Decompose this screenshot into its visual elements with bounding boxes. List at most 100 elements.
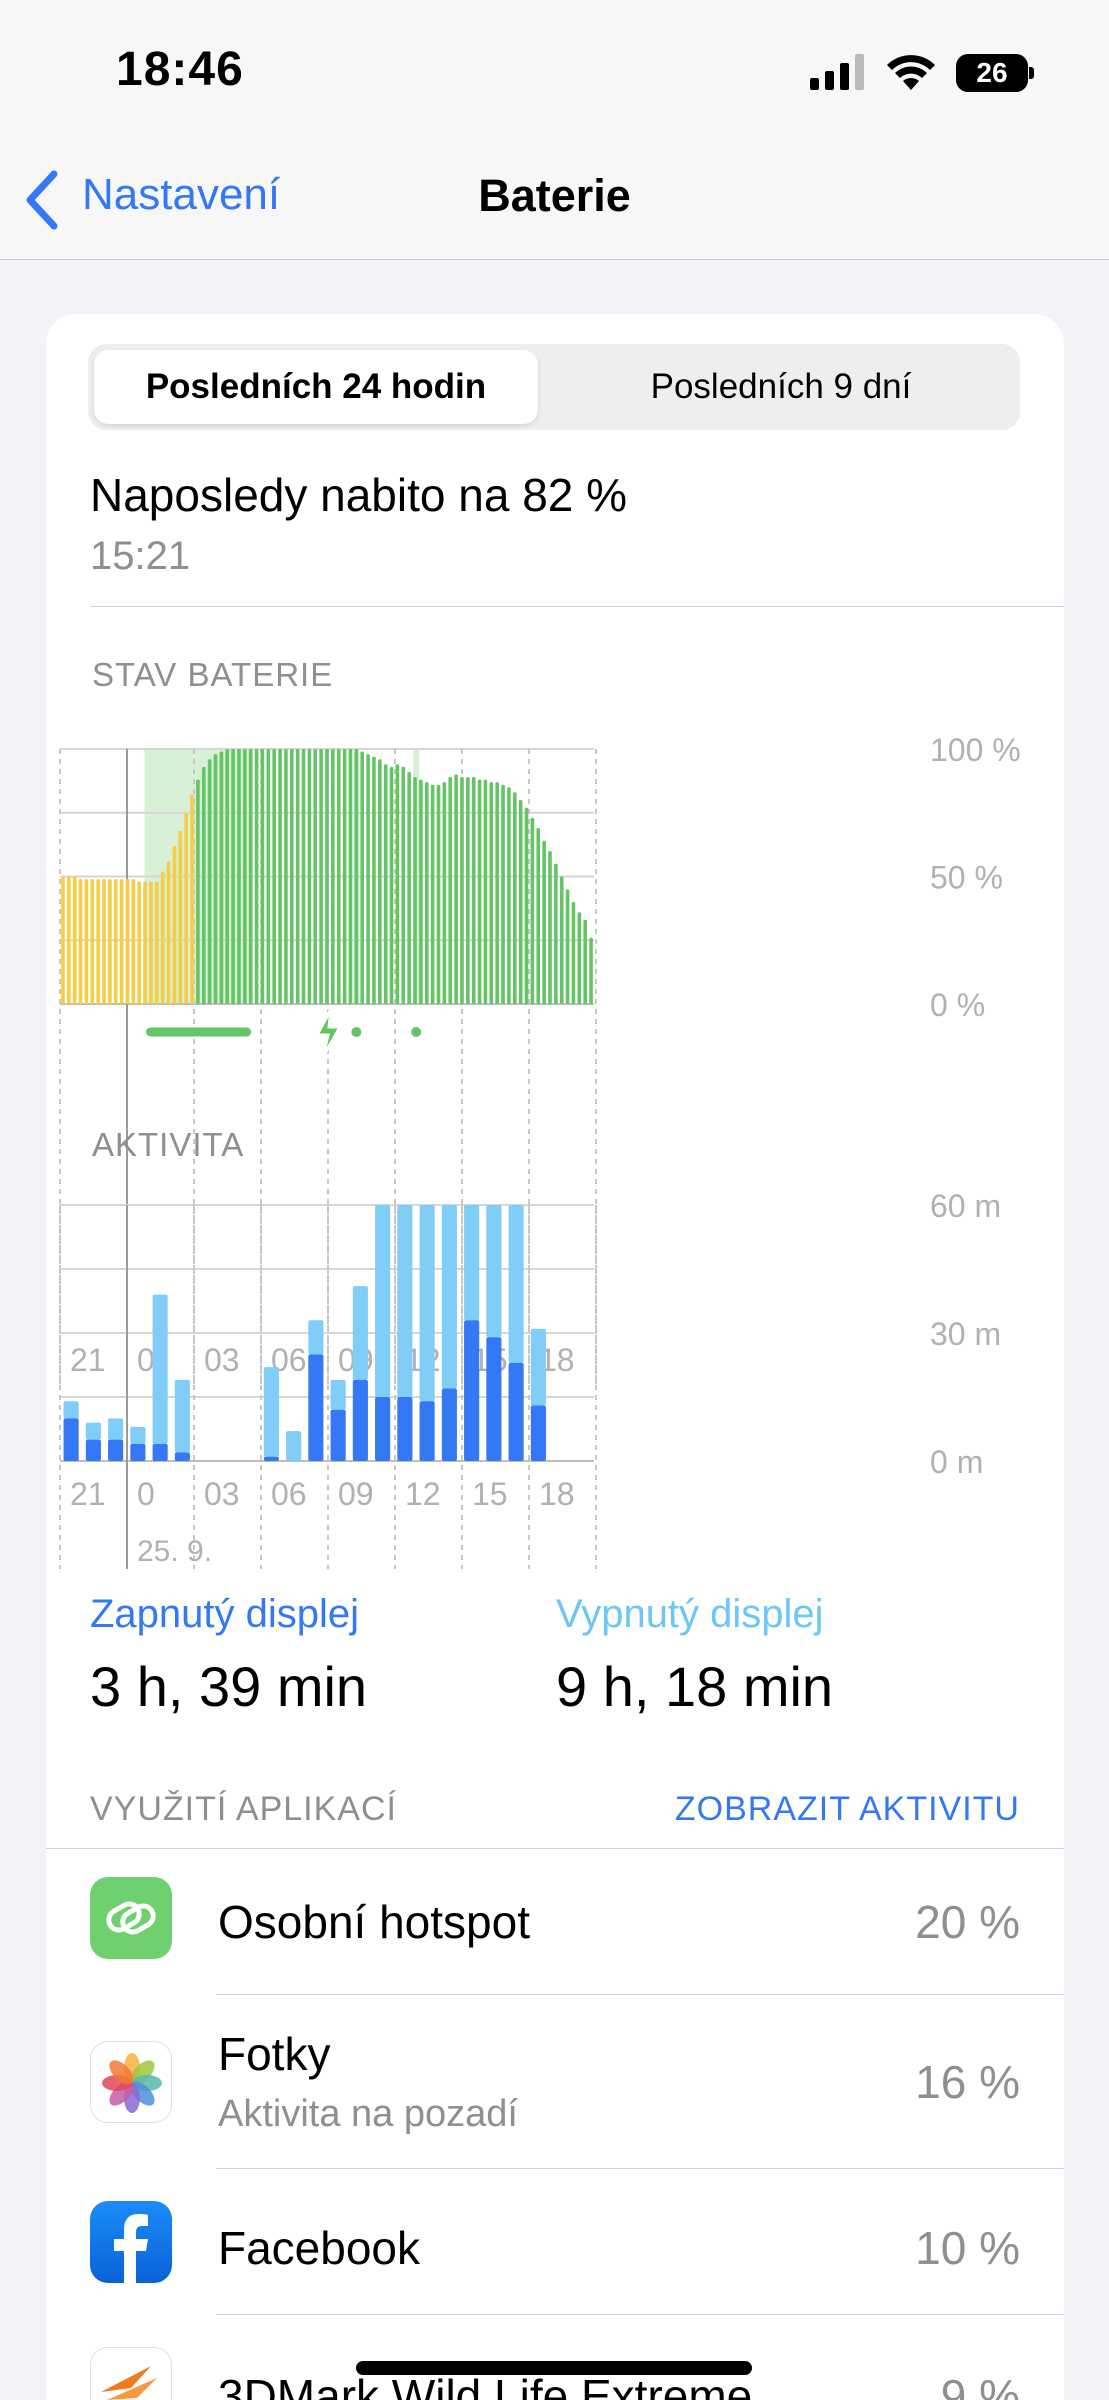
battery-bar [207, 759, 212, 1004]
battery-bar [407, 771, 411, 1004]
battery-bar [419, 779, 423, 1004]
battery-bar [108, 879, 112, 1004]
activity-bar-screen-off [375, 1205, 391, 1397]
battery-bar [307, 749, 312, 1004]
battery-bar [125, 879, 130, 1004]
battery-bar [454, 774, 458, 1004]
navigation-bar: Nastavení Baterie [0, 140, 1109, 260]
battery-bar [430, 784, 435, 1004]
battery-bar [336, 749, 341, 1004]
x-tick-label: 21 [70, 1342, 106, 1378]
activity-bar-screen-on [85, 1439, 101, 1461]
battery-bar [278, 749, 282, 1004]
battery-bar [266, 749, 271, 1004]
app-row-3dmark[interactable]: 3DMark Wild Life Extreme 9 % [46, 2315, 1064, 2400]
battery-bar [489, 782, 494, 1004]
activity-bar-screen-off [530, 1328, 546, 1406]
battery-bar [237, 749, 241, 1004]
x-tick-label: 15 [472, 1476, 508, 1512]
activity-bar-screen-off [85, 1422, 101, 1440]
battery-bar [78, 879, 83, 1004]
activity-bar-screen-on [108, 1439, 124, 1461]
battery-bar [354, 749, 359, 1004]
battery-bar [149, 881, 153, 1004]
activity-bar-screen-off [308, 1320, 324, 1355]
activity-bar-screen-on [530, 1405, 546, 1461]
battery-bar [548, 851, 552, 1004]
home-indicator[interactable] [356, 2361, 752, 2375]
app-name: Osobní hotspot [218, 1896, 530, 1948]
battery-bar [589, 937, 593, 1004]
cellular-signal-icon [810, 54, 864, 90]
chevron-left-icon[interactable] [22, 168, 62, 232]
show-activity-button[interactable]: ZOBRAZIT AKTIVITU [674, 1790, 1020, 1828]
battery-bar [383, 764, 388, 1004]
battery-bar [507, 787, 511, 1004]
battery-bar [495, 782, 499, 1004]
app-subtitle: Aktivita na pozadí [218, 2093, 518, 2135]
x-tick-label: 09 [338, 1476, 374, 1512]
activity-label: AKTIVITA [92, 1126, 245, 1163]
activity-bar-screen-off [486, 1205, 502, 1338]
activity-bar-screen-on [152, 1443, 168, 1461]
activity-bar-screen-off [441, 1205, 457, 1389]
battery-bar [301, 749, 306, 1004]
wifi-icon [887, 55, 935, 90]
battery-bar [530, 817, 535, 1004]
battery-bar [477, 779, 482, 1004]
activity-bar-screen-off [508, 1205, 524, 1363]
x-tick-label: 0 [137, 1476, 155, 1512]
screen-off-value: 9 h, 18 min [556, 1655, 834, 1718]
charging-dot [351, 1027, 362, 1037]
battery-bar [436, 784, 441, 1004]
battery-bar [289, 749, 294, 1004]
status-time: 18:46 [116, 43, 244, 96]
battery-bar [325, 749, 329, 1004]
battery-bar [460, 777, 464, 1004]
activity-bar-screen-on [508, 1362, 524, 1461]
y-tick-label: 60 m [930, 1188, 1001, 1224]
activity-bar-screen-on [464, 1320, 480, 1461]
charging-dot [411, 1027, 422, 1037]
battery-bar [512, 792, 517, 1004]
page-title: Baterie [478, 170, 631, 221]
y-tick-label: 100 % [930, 732, 1021, 768]
app-row-photos[interactable]: Fotky Aktivita na pozadí 16 % [46, 1995, 1064, 2169]
battery-bar [248, 749, 253, 1004]
battery-bar [113, 879, 118, 1004]
battery-bar [184, 812, 188, 1004]
battery-bar [348, 749, 353, 1004]
hotspot-icon [90, 1877, 172, 1959]
x-tick-label: 12 [405, 1476, 441, 1512]
battery-bar [196, 779, 200, 1004]
segment-last-9-days[interactable]: Posledních 9 dní [650, 367, 912, 406]
battery-bar [466, 777, 470, 1004]
battery-bar [61, 876, 65, 1004]
battery-bar [119, 879, 124, 1004]
facebook-icon [90, 2201, 172, 2283]
charging-bolt-icon [314, 1008, 343, 1058]
app-row-hotspot[interactable]: Osobní hotspot 20 % [46, 1849, 1064, 1995]
activity-bar-screen-off [352, 1286, 368, 1380]
app-usage-percent: 20 % [915, 1896, 1020, 1948]
battery-bar [131, 879, 136, 1004]
app-name: 3DMark Wild Life Extreme [218, 2370, 753, 2400]
activity-bar-screen-on [441, 1388, 457, 1461]
activity-bar-screen-off [263, 1367, 279, 1457]
activity-bar-screen-on [174, 1452, 190, 1461]
y-tick-label: 0 % [930, 987, 985, 1023]
battery-bar [542, 840, 546, 1004]
battery-bar [501, 784, 505, 1004]
activity-bar-screen-off [330, 1379, 346, 1410]
back-button[interactable]: Nastavení [82, 170, 281, 219]
battery-bar [366, 754, 370, 1004]
status-bar: 18:46 26 [0, 0, 1109, 140]
battery-bar [243, 749, 247, 1004]
app-row-facebook[interactable]: Facebook 10 % [46, 2169, 1064, 2315]
last-charged-time: 15:21 [90, 534, 191, 578]
battery-bar [395, 764, 400, 1004]
activity-bar-screen-on [130, 1443, 146, 1461]
battery-bar [213, 754, 218, 1004]
y-tick-label: 0 m [930, 1444, 983, 1480]
segment-last-24-hours[interactable]: Posledních 24 hodin [94, 350, 538, 424]
